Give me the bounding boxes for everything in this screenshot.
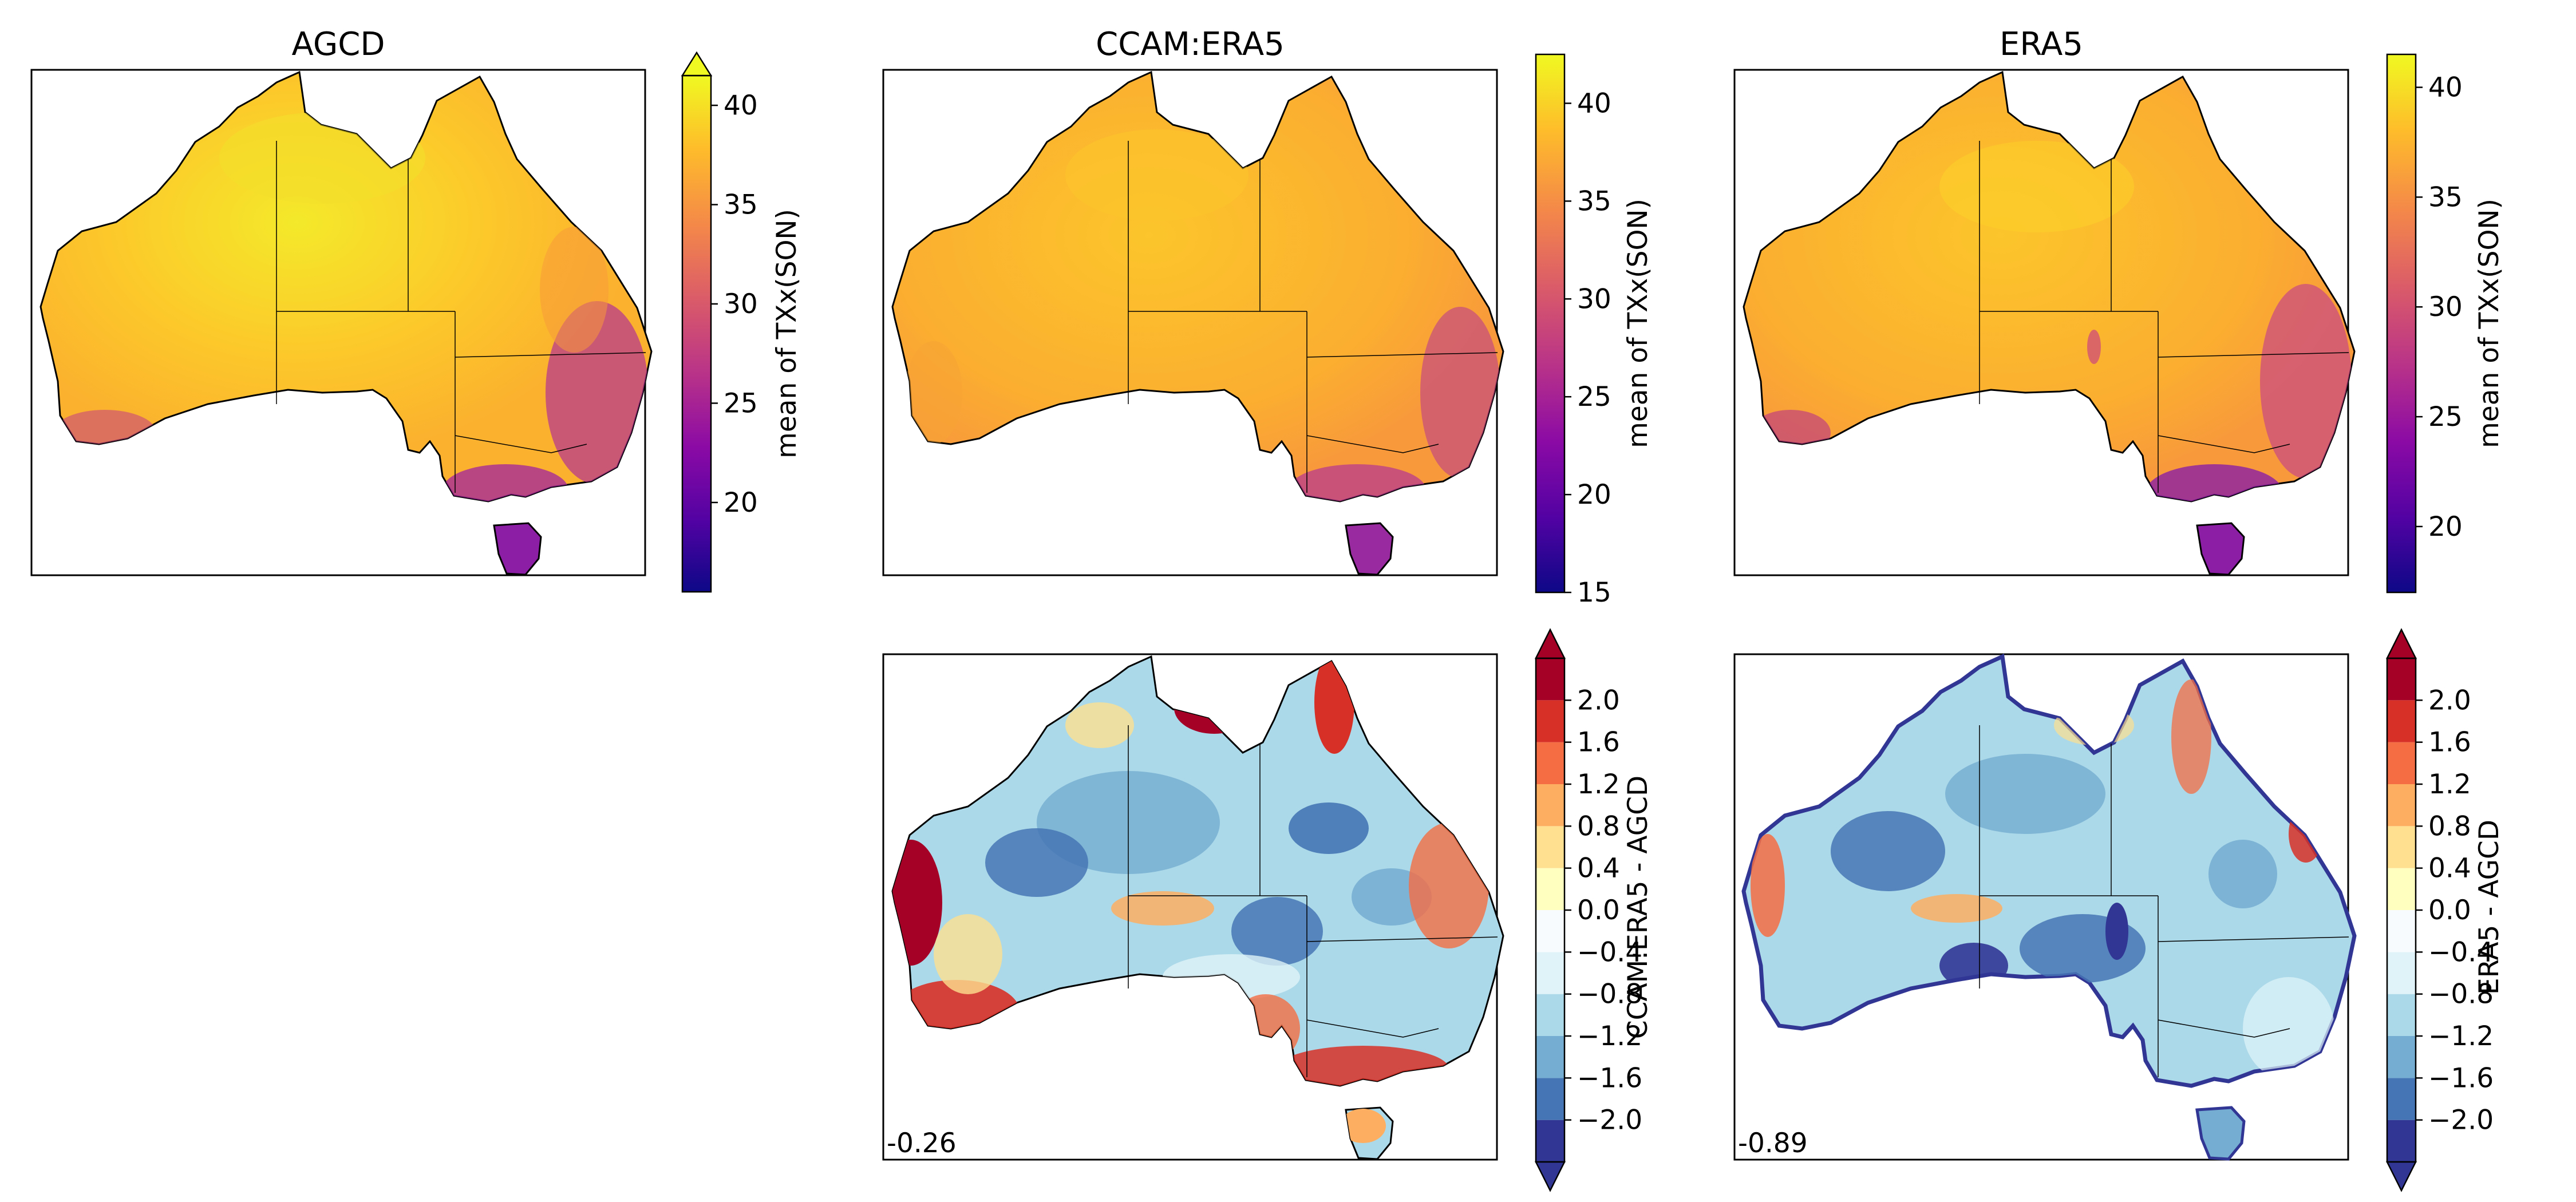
colorbar-tick-label: 0.8 <box>1577 810 1620 842</box>
colorbar-bin <box>1536 1078 1564 1120</box>
colorbar-tick-label: 20 <box>1577 479 1611 511</box>
colorbar-tick-label: 0.8 <box>2428 810 2471 842</box>
colorbar-era5: 20 25 30 35 40 mean of TXx(SON) <box>2386 53 2505 594</box>
colorbar-bin <box>2387 1120 2416 1162</box>
colorbar-bin <box>2387 910 2416 952</box>
colorbar-bin <box>1536 1036 1564 1078</box>
colorbar-label-agcd: mean of TXx(SON) <box>771 209 803 458</box>
colorbar-bin <box>1536 658 1564 701</box>
colorbar-tick-label: 0.0 <box>1577 895 1620 926</box>
colorbar-tick-label: 40 <box>2428 72 2463 104</box>
colorbar-tick-label: 40 <box>1577 88 1611 119</box>
colorbar-tick-label: 15 <box>1577 577 1611 608</box>
colorbar-extend-min <box>2385 1161 2417 1192</box>
colorbar-tick-label: −0.4 <box>2428 936 2494 968</box>
colorbar-label-diff-era5: ERA5 - AGCD <box>2474 820 2505 995</box>
diff-ccam-mean: -0.26 <box>887 1128 957 1159</box>
colorbar-bin <box>2387 868 2416 910</box>
colorbar-diff-era5: 2.0 1.6 1.2 0.8 0.4 0.0 −0.4 −0.8 −1.2 −1.6 −2.0 E… <box>2385 628 2505 1192</box>
map-panel-diff-era5: -0.89 <box>1733 653 2354 1161</box>
colorbar-bin <box>1536 1120 1564 1162</box>
colorbar-tick-label: 1.6 <box>2428 727 2471 758</box>
colorbar-bin <box>2387 1036 2416 1078</box>
colorbar-tick-label: 2.0 <box>1577 685 1620 716</box>
colorbar-label-diff-ccam: CCAM:ERA5 - AGCD <box>1622 776 1654 1039</box>
colorbar-bin <box>2387 1078 2416 1120</box>
colorbar-bin <box>2387 784 2416 827</box>
map-panel-agcd <box>30 69 653 576</box>
colorbar-tick-label: 20 <box>2428 511 2463 543</box>
colorbar-tick-label: 20 <box>724 487 758 519</box>
panel-title-era5: ERA5 <box>2000 26 2083 63</box>
colorbar-tick-label: 30 <box>2428 291 2463 323</box>
diff-era5-mean: -0.89 <box>1738 1128 1808 1159</box>
colorbar-bin <box>1536 826 1564 868</box>
colorbar-tick-label: 25 <box>1577 381 1611 413</box>
colorbar-tick-label: 0.4 <box>2428 853 2471 884</box>
colorbar-tick-label: 1.6 <box>1577 727 1620 758</box>
colorbar-tick-label: −2.0 <box>1577 1105 1642 1136</box>
colorbar-tick-label: 35 <box>724 189 758 221</box>
colorbar-tick-label: 35 <box>2428 181 2463 213</box>
colorbar-bin <box>2387 952 2416 994</box>
colorbar-extend-max <box>2385 628 2417 659</box>
colorbar-bin <box>1536 742 1564 784</box>
colorbar-bin <box>1536 700 1564 742</box>
colorbar-tick-label: −1.6 <box>2428 1062 2494 1094</box>
colorbar-tick-label: −2.0 <box>2428 1105 2494 1136</box>
colorbar-agcd: 20 25 30 35 40 mean of TXx(SON) <box>681 51 803 593</box>
colorbar-tick-label: 30 <box>1577 283 1611 315</box>
colorbar-extend-max <box>1534 628 1566 659</box>
colorbar-tick-label: −1.6 <box>1577 1062 1642 1094</box>
colorbar-tick-label: 25 <box>724 388 758 419</box>
colorbar-bin <box>1536 784 1564 827</box>
colorbar-tick-label: 40 <box>724 90 758 121</box>
colorbar-bin <box>2387 826 2416 868</box>
colorbar-tick-label: −0.8 <box>1577 979 1642 1010</box>
colorbar-bin <box>2387 742 2416 784</box>
colorbar-bin <box>1536 994 1564 1036</box>
colorbar-bin <box>1536 868 1564 910</box>
map-panel-era5 <box>1733 69 2356 576</box>
colorbar-extend-min <box>1534 1161 1566 1192</box>
colorbar-ccam-era5: 15 20 25 30 35 40 mean of TXx(SON) <box>1535 53 1654 608</box>
colorbar-tick-label: 0.0 <box>2428 895 2471 926</box>
panel-title-agcd: AGCD <box>292 26 385 63</box>
colorbar-tick-label: 2.0 <box>2428 685 2471 716</box>
colorbar-diff-ccam: 2.0 1.6 1.2 0.8 0.4 0.0 −0.4 −0.8 −1.2 −1.6 −2.0 C… <box>1534 628 1654 1192</box>
colorbar-tick-label: 30 <box>724 288 758 320</box>
colorbar-bin <box>1536 910 1564 952</box>
colorbar-bin <box>2387 994 2416 1036</box>
map-panel-ccam-era5 <box>882 69 1504 576</box>
colorbar-tick-label: −0.8 <box>2428 979 2494 1010</box>
colorbar-label-era5: mean of TXx(SON) <box>2474 199 2505 448</box>
colorbar-tick-label: −1.2 <box>2428 1021 2494 1052</box>
colorbar-label-ccam-era5: mean of TXx(SON) <box>1622 199 1654 448</box>
colorbar-bin <box>2387 700 2416 742</box>
colorbar-tick-label: 35 <box>1577 185 1611 217</box>
colorbar-tick-label: 1.2 <box>1577 769 1620 800</box>
colorbar-tick-label: −1.2 <box>1577 1021 1642 1052</box>
colorbar-tick-label: 1.2 <box>2428 769 2471 800</box>
panel-title-ccam-era5: CCAM:ERA5 <box>1096 26 1285 63</box>
map-panel-diff-ccam: -0.26 <box>882 653 1504 1161</box>
colorbar-tick-label: 0.4 <box>1577 853 1620 884</box>
colorbar-bin <box>1536 952 1564 994</box>
colorbar-tick-label: −0.4 <box>1577 936 1642 968</box>
colorbar-bin <box>2387 658 2416 701</box>
colorbar-tick-label: 25 <box>2428 401 2463 433</box>
